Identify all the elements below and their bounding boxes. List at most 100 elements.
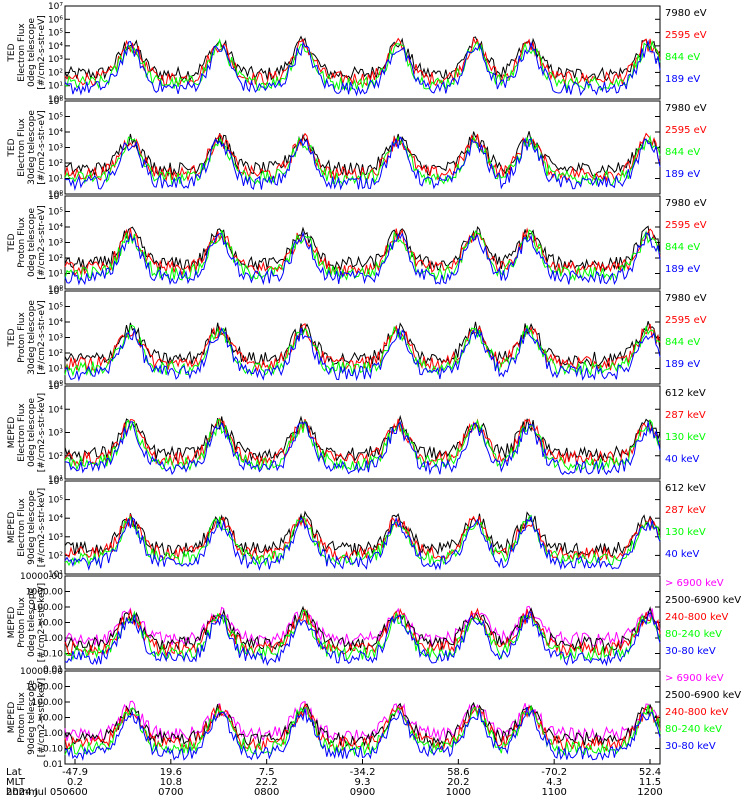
y-tick-label: 10⁶ <box>48 97 63 107</box>
series-trace-4 <box>64 327 661 382</box>
y-tick-label: 10¹ <box>48 270 63 280</box>
legend-entry: 7980 eV <box>665 293 707 304</box>
y-tick-label: 10² <box>48 254 63 264</box>
x-tick-mlt: 10.8 <box>160 777 182 788</box>
legend-entry: 80-240 keV <box>665 629 722 640</box>
y-tick-label: 100.00 <box>32 603 64 613</box>
y-tick-label: 10² <box>48 68 63 78</box>
series-trace-2 <box>64 36 661 87</box>
y-tick-label: 10¹ <box>48 82 63 92</box>
y-tick-label: 100.00 <box>32 698 64 708</box>
y-tick-label: 10⁰ <box>48 380 63 390</box>
legend-entry: > 6900 keV <box>665 673 724 684</box>
series-trace-1 <box>64 35 661 82</box>
legend-entry: 612 keV <box>665 388 706 399</box>
y-tick-label: 10⁷ <box>48 2 63 12</box>
legend-entry: 7980 eV <box>665 8 707 19</box>
x-tick-hhmm: 0700 <box>158 787 183 798</box>
y-tick-label: 10.00 <box>37 619 63 629</box>
y-tick-label: 1000.00 <box>26 588 63 598</box>
y-axis-label: MEPEDProton Flux90deg telescope[#/cm2-s-… <box>7 678 47 757</box>
footer-row-label: Lat <box>6 767 22 778</box>
x-tick-mlt: 11.5 <box>639 777 661 788</box>
x-tick-mlt: 22.2 <box>256 777 278 788</box>
y-tick-label: 10⁵ <box>48 303 63 313</box>
series-trace-2 <box>64 417 661 467</box>
legend-entry: 844 eV <box>665 52 700 63</box>
legend-entry: 130 keV <box>665 527 706 538</box>
y-tick-label: 10³ <box>48 239 63 249</box>
y-tick-label: 10¹ <box>48 570 63 580</box>
y-tick-label: 10000.00 <box>20 572 63 582</box>
y-axis-label: TEDProton Flux0deg telescope[#/cm2-s-str… <box>7 205 47 280</box>
x-tick-lat: 7.5 <box>259 767 275 778</box>
series-trace-2 <box>64 132 661 183</box>
panel-frame <box>64 5 661 100</box>
series-trace-1 <box>64 700 661 742</box>
x-tick-hhmm: 1200 <box>637 787 662 798</box>
legend-entry: 2595 eV <box>665 30 707 41</box>
y-tick-label: 10⁵ <box>48 382 63 392</box>
legend-entry: 2595 eV <box>665 315 707 326</box>
series-trace-3 <box>64 514 661 567</box>
legend-entry: 30-80 keV <box>665 646 716 657</box>
y-tick-label: 10.00 <box>37 714 63 724</box>
legend-entry: 2595 eV <box>665 220 707 231</box>
y-tick-label: 10² <box>48 452 63 462</box>
x-tick-lat: 19.6 <box>160 767 182 778</box>
series-trace-5 <box>64 707 661 762</box>
y-axis-label: MEPEDElectron Flux0deg telescope[#/cm2-s… <box>7 393 47 472</box>
y-tick-label: 10⁰ <box>48 95 63 105</box>
legend-entry: 240-800 keV <box>665 612 729 623</box>
y-tick-label: 10⁰ <box>48 285 63 295</box>
y-tick-label: 0.10 <box>43 745 63 755</box>
y-tick-label: 10⁶ <box>48 477 63 487</box>
legend-entry: 40 keV <box>665 549 699 560</box>
y-tick-label: 10⁴ <box>48 514 63 524</box>
panel-7: 0.010.101.0010.00100.001000.0010000.00ME… <box>7 572 741 675</box>
legend-entry: 80-240 keV <box>665 724 722 735</box>
series-trace-3 <box>64 607 661 658</box>
x-tick-hhmm: 1100 <box>541 787 566 798</box>
legend-entry: 40 keV <box>665 454 699 465</box>
legend-entry: 844 eV <box>665 337 700 348</box>
legend-entry: 2500-6900 keV <box>665 595 741 606</box>
series-trace-2 <box>64 701 661 748</box>
legend-entry: 130 keV <box>665 432 706 443</box>
y-tick-label: 10⁶ <box>48 287 63 297</box>
y-tick-label: 10000.00 <box>20 667 63 677</box>
series-trace-4 <box>64 39 661 97</box>
legend-entry: 2500-6900 keV <box>665 690 741 701</box>
footer-row-label: hhmm <box>6 787 38 798</box>
y-tick-label: 10¹ <box>48 175 63 185</box>
legend-entry: 189 eV <box>665 359 700 370</box>
panel-frame <box>64 480 661 575</box>
series-trace-4 <box>64 609 661 662</box>
x-tick-mlt: 4.3 <box>546 777 562 788</box>
series-trace-4 <box>64 515 661 571</box>
footer-row-label: MLT <box>6 777 26 788</box>
y-tick-label: 0.01 <box>43 760 63 770</box>
series-trace-1 <box>64 131 661 177</box>
y-tick-label: 0.01 <box>43 665 63 675</box>
y-tick-label: 10⁵ <box>48 29 63 39</box>
legend-entry: 189 eV <box>665 264 700 275</box>
panel-8: 0.01 0.10 1.00 10.00 100.00 1000.00 10000.00ME… <box>7 667 741 770</box>
y-tick-label: 10⁵ <box>48 113 63 123</box>
y-tick-label: 10⁴ <box>48 405 63 415</box>
series-trace-1 <box>64 605 661 648</box>
series-trace-1 <box>64 510 661 558</box>
y-axis-label: TEDElectron Flux0deg telescope[#/cm2-s-s… <box>7 15 47 90</box>
y-tick-label: 10⁶ <box>48 15 63 25</box>
series-trace-3 <box>64 134 661 187</box>
legend-entry: 189 eV <box>665 169 700 180</box>
legend-entry: 612 keV <box>665 483 706 494</box>
legend-entry: 287 keV <box>665 505 706 516</box>
y-tick-label: 1.00 <box>43 634 63 644</box>
series-trace-5 <box>64 611 661 667</box>
